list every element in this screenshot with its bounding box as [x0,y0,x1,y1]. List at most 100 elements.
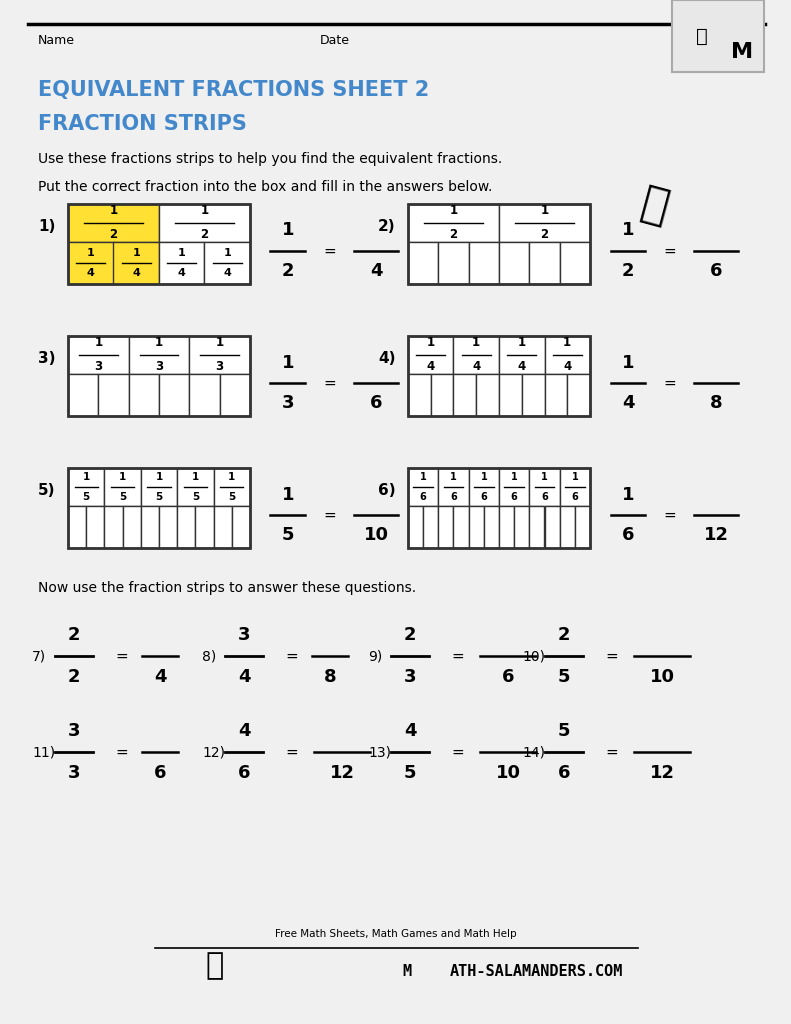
Text: M: M [402,965,411,980]
Text: 🐆: 🐆 [206,951,224,981]
Bar [560,468,590,506]
Text: 5: 5 [155,493,163,503]
Text: 1: 1 [132,248,140,258]
Bar [499,204,590,242]
Bar [189,336,250,374]
Bar [195,506,214,548]
Text: 2: 2 [109,228,118,242]
Bar [104,468,141,506]
Bar [177,506,195,548]
Bar [123,506,141,548]
Text: 4: 4 [403,723,416,740]
Text: 3: 3 [238,627,250,644]
Text: 2: 2 [403,627,416,644]
Bar [408,506,423,548]
Text: 6): 6) [378,483,396,498]
Text: 3): 3) [38,351,55,366]
Bar [522,374,544,416]
Bar [408,242,438,284]
Bar [408,374,431,416]
Text: =: = [115,744,128,760]
Text: 3: 3 [68,764,80,781]
Text: 1: 1 [517,337,526,349]
Bar [431,374,453,416]
Text: 2: 2 [449,228,457,242]
Text: 4: 4 [178,268,186,278]
Text: 5: 5 [119,493,127,503]
Bar [476,374,499,416]
Text: 1: 1 [563,337,571,349]
Bar [68,242,113,284]
Text: 8: 8 [710,394,722,413]
Text: 1: 1 [622,353,634,372]
Text: 2: 2 [68,627,80,644]
Text: 4: 4 [426,360,435,374]
Text: 6: 6 [369,394,382,413]
Text: 🐆: 🐆 [696,27,708,45]
Text: 2): 2) [378,219,396,234]
Text: 1: 1 [155,471,163,481]
Text: 1: 1 [622,221,634,240]
Text: 6: 6 [501,668,514,685]
Bar [141,468,177,506]
Text: 6: 6 [541,493,548,503]
Text: 5: 5 [228,493,236,503]
Bar [68,336,250,416]
Text: 4: 4 [622,394,634,413]
Text: =: = [664,244,676,258]
Text: 6: 6 [153,764,166,781]
Text: =: = [324,244,336,258]
Text: 10: 10 [364,526,388,545]
Text: 1: 1 [450,471,457,481]
Bar [68,374,98,416]
Bar [113,242,159,284]
Text: 3: 3 [403,668,416,685]
Text: 1: 1 [228,471,236,481]
Text: 5: 5 [403,764,416,781]
Bar [453,374,476,416]
Text: 3: 3 [282,394,294,413]
Bar [468,242,499,284]
Text: 4: 4 [472,360,480,374]
Bar [205,242,250,284]
Text: Date: Date [320,35,350,47]
Bar [514,506,529,548]
Text: 12: 12 [330,764,354,781]
Text: =: = [324,508,336,522]
Text: 1: 1 [282,353,294,372]
Bar [68,468,250,548]
Text: 10): 10) [522,649,545,663]
Text: 6: 6 [450,493,457,503]
Bar [529,468,560,506]
Text: =: = [606,744,619,760]
Text: =: = [286,744,298,760]
Text: 2: 2 [622,262,634,281]
Text: 6: 6 [558,764,570,781]
Text: 3: 3 [68,723,80,740]
Text: 10: 10 [495,764,520,781]
Bar [86,506,104,548]
Text: 4: 4 [223,268,231,278]
Text: Name: Name [38,35,75,47]
Bar [484,506,499,548]
Text: =: = [324,376,336,390]
Text: 4: 4 [369,262,382,281]
Bar [529,242,560,284]
Text: 6: 6 [622,526,634,545]
Bar [232,506,250,548]
Text: 1: 1 [200,205,209,217]
Bar [214,506,232,548]
Text: 1: 1 [511,471,517,481]
Text: 1: 1 [571,471,578,481]
Text: 1: 1 [420,471,426,481]
Text: 13): 13) [368,745,391,759]
Text: Use these fractions strips to help you find the equivalent fractions.: Use these fractions strips to help you f… [38,152,502,166]
Bar [408,336,453,374]
Text: 1: 1 [282,485,294,504]
Text: 1: 1 [94,337,102,349]
Bar [159,374,189,416]
Bar [159,204,250,242]
Text: 12: 12 [649,764,675,781]
Text: =: = [286,648,298,664]
Bar [98,374,129,416]
